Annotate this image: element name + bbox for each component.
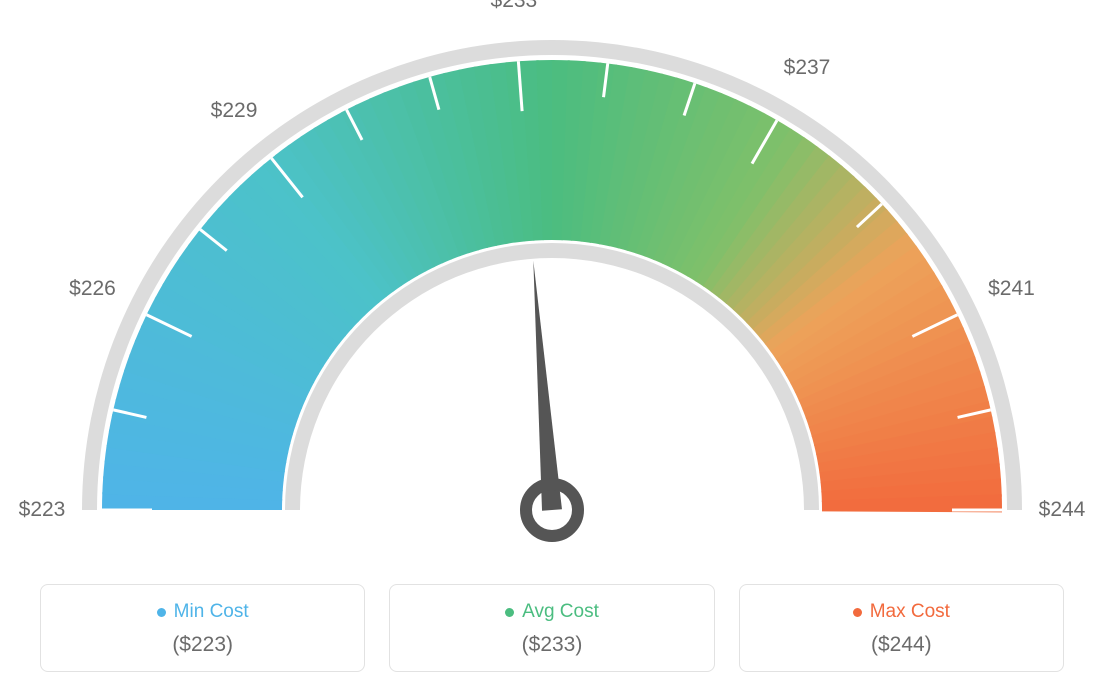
legend-label: Max Cost [870,601,950,623]
legend-row: Min Cost ($223) Avg Cost ($233) Max Cost… [0,584,1104,672]
dot-icon [853,608,862,617]
legend-value-max: ($244) [740,633,1063,657]
legend-card-avg: Avg Cost ($233) [389,584,714,672]
dot-icon [157,608,166,617]
legend-card-max: Max Cost ($244) [739,584,1064,672]
legend-title-avg: Avg Cost [505,601,599,623]
gauge-tick-label: $226 [69,277,116,301]
legend-card-min: Min Cost ($223) [40,584,365,672]
legend-title-min: Min Cost [157,601,249,623]
gauge-tick-label: $233 [491,0,538,13]
gauge-tick-label: $244 [1039,498,1086,522]
legend-title-max: Max Cost [853,601,950,623]
gauge-tick-label: $223 [19,498,66,522]
legend-value-avg: ($233) [390,633,713,657]
gauge-svg [0,0,1104,560]
legend-label: Min Cost [174,601,249,623]
gauge-tick-label: $237 [784,56,831,80]
legend-value-min: ($223) [41,633,364,657]
legend-label: Avg Cost [522,601,599,623]
cost-gauge: $223 $226 $229 $233 $237 $241 $244 [0,0,1104,560]
dot-icon [505,608,514,617]
gauge-tick-label: $241 [988,277,1035,301]
gauge-tick-label: $229 [211,99,258,123]
